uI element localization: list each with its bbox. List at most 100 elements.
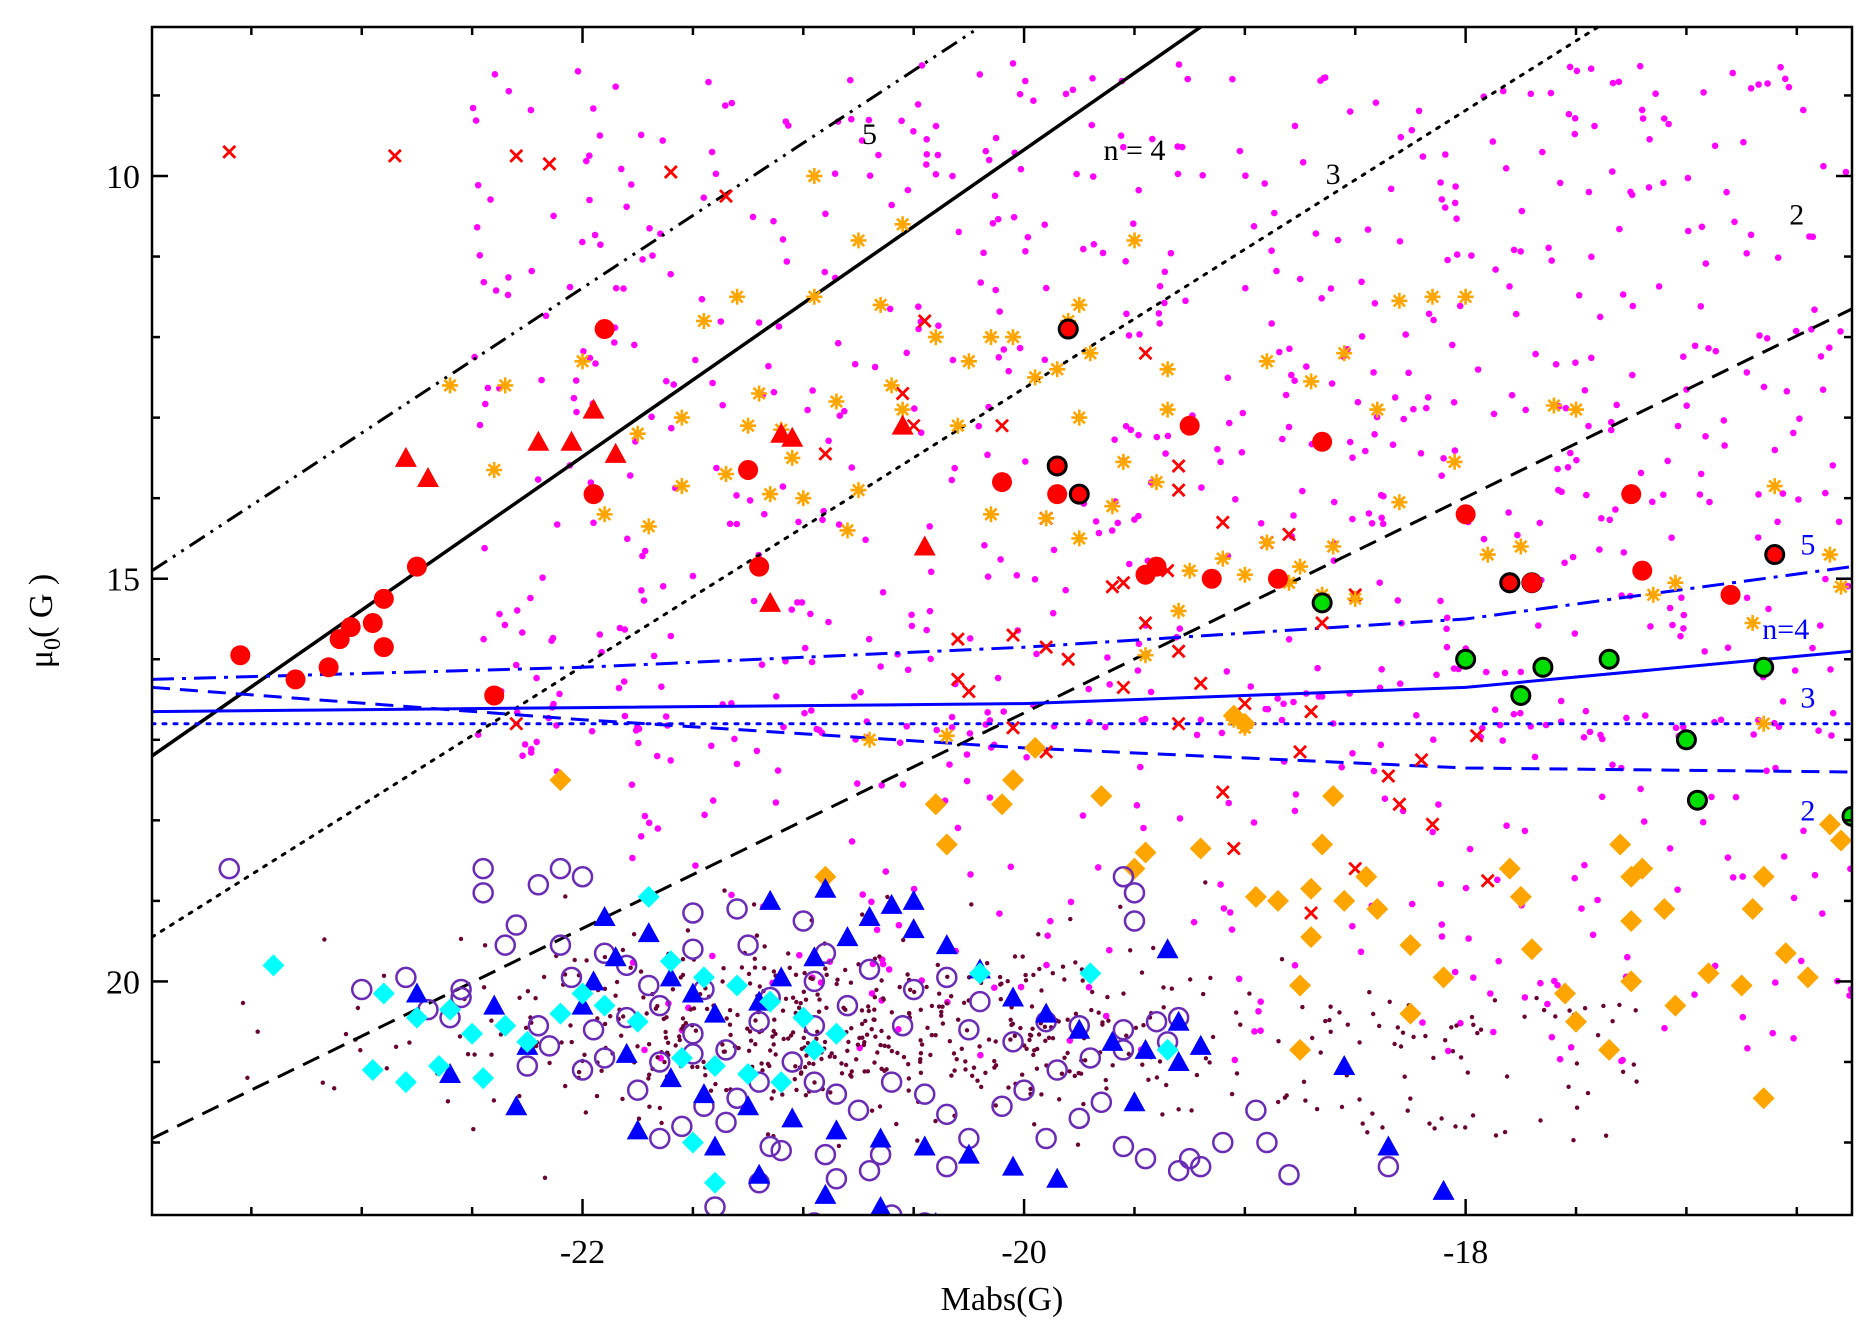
magenta-point xyxy=(1372,99,1380,106)
magenta-point xyxy=(469,104,477,112)
cyan-diamonds-point xyxy=(825,1022,848,1045)
magenta-point xyxy=(1438,196,1446,203)
magenta-point xyxy=(801,644,809,652)
orange-diamonds-point xyxy=(814,865,837,888)
magenta-point xyxy=(773,693,780,700)
magenta-point xyxy=(612,83,619,90)
magenta-point xyxy=(654,825,662,832)
magenta-point xyxy=(513,607,521,614)
red-crosses-point xyxy=(1237,696,1252,711)
magenta-point xyxy=(1085,984,1093,991)
magenta-point xyxy=(1697,470,1705,478)
purple-rings-point xyxy=(880,1071,903,1093)
magenta-point xyxy=(590,519,597,527)
maroon-point xyxy=(1089,1007,1094,1013)
magenta-point xyxy=(1176,625,1184,632)
magenta-point xyxy=(1588,354,1595,362)
magenta-point xyxy=(910,128,917,135)
magenta-point xyxy=(1754,534,1762,541)
magenta-point xyxy=(866,172,874,179)
magenta-point xyxy=(1095,529,1103,537)
maroon-point xyxy=(680,957,686,962)
orange-asterisks-point xyxy=(751,385,768,402)
purple-rings-point xyxy=(450,978,472,1001)
green-ringed-point xyxy=(1311,592,1333,614)
magenta-point xyxy=(1419,153,1427,160)
y-tick-label: 15 xyxy=(106,562,140,599)
orange-asterisks-point xyxy=(927,329,944,346)
red-ringed-point xyxy=(1764,544,1786,566)
magenta-point xyxy=(1521,994,1529,1001)
magenta-point xyxy=(1721,442,1728,449)
magenta-point xyxy=(1598,793,1606,801)
maroon-point xyxy=(935,962,940,968)
maroon-point xyxy=(786,1036,791,1041)
cyan-diamonds-point xyxy=(1079,962,1102,985)
maroon-point xyxy=(808,975,813,981)
magenta-point xyxy=(1261,180,1268,187)
maroon-point xyxy=(889,1010,894,1015)
maroon-point xyxy=(768,1048,773,1053)
magenta-point xyxy=(1178,143,1186,151)
maroon-point xyxy=(1056,1019,1061,1024)
maroon-point xyxy=(722,888,727,893)
orange-asterisks-point xyxy=(486,462,503,478)
maroon-point xyxy=(1585,1090,1591,1096)
maroon-point xyxy=(1141,1022,1146,1028)
orange-diamonds-point xyxy=(1774,942,1797,965)
magenta-point xyxy=(1583,491,1590,499)
blue-triangles-point xyxy=(1002,1155,1025,1176)
magenta-point xyxy=(620,678,628,685)
magenta-point xyxy=(1238,449,1246,456)
maroon-point xyxy=(576,1069,582,1075)
maroon-point xyxy=(1201,991,1206,997)
maroon-point xyxy=(663,1035,669,1040)
purple-rings-point xyxy=(759,1135,781,1158)
magenta-point xyxy=(1743,369,1751,376)
maroon-point xyxy=(780,1092,785,1097)
magenta-point xyxy=(1286,345,1293,353)
magenta-point xyxy=(1684,174,1692,182)
magenta-point xyxy=(1696,491,1704,498)
blue-triangles-point xyxy=(980,1240,1002,1260)
red-filled-point xyxy=(285,669,306,690)
magenta-point xyxy=(981,542,988,549)
maroon-point xyxy=(855,1042,861,1047)
magenta-point xyxy=(932,122,940,130)
magenta-point xyxy=(1430,316,1437,324)
magenta-point xyxy=(1769,1029,1776,1037)
magenta-point xyxy=(709,952,716,960)
purple-rings-point xyxy=(880,1204,903,1215)
red-filled-point xyxy=(362,613,383,634)
maroon-point xyxy=(673,1043,678,1048)
magenta-point xyxy=(851,360,859,368)
orange-asterisks-point xyxy=(1159,361,1176,378)
maroon-point xyxy=(798,1001,803,1006)
orange-asterisks-point xyxy=(872,296,889,313)
magenta-point xyxy=(708,148,716,156)
magenta-point xyxy=(831,170,839,177)
maroon-point xyxy=(1458,1055,1464,1060)
magenta-point xyxy=(1857,70,1864,77)
red-triangles-point xyxy=(416,467,439,488)
magenta-point xyxy=(903,349,910,357)
magenta-point xyxy=(1156,320,1163,327)
magenta-point xyxy=(1441,204,1449,211)
maroon-point xyxy=(992,1058,997,1064)
magenta-point xyxy=(1136,331,1143,338)
maroon-point xyxy=(407,1040,412,1045)
orange-diamonds-point xyxy=(1741,897,1764,920)
magenta-point xyxy=(1822,489,1829,497)
magenta-point xyxy=(701,811,708,819)
blue-triangles-point xyxy=(913,1135,936,1156)
orange-asterisks-point xyxy=(894,401,911,418)
orange-asterisks-point xyxy=(629,425,646,442)
blue-triangles-point xyxy=(1432,1179,1455,1200)
maroon-point xyxy=(760,1068,765,1073)
magenta-point xyxy=(1853,379,1860,386)
maroon-point xyxy=(792,1077,797,1082)
purple-rings-point xyxy=(913,1083,936,1105)
magenta-point xyxy=(597,241,604,248)
orange-asterisks-point xyxy=(729,288,746,305)
orange-asterisks-point xyxy=(983,506,999,523)
